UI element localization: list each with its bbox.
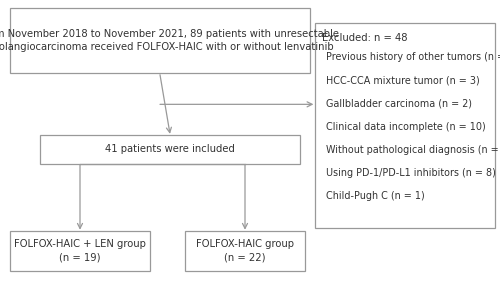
Text: From November 2018 to November 2021, 89 patients with unresectable
cholangiocarc: From November 2018 to November 2021, 89 … [0, 29, 340, 52]
Bar [10, 8, 310, 73]
Bar [10, 231, 150, 271]
Text: Gallbladder carcinoma (n = 2): Gallbladder carcinoma (n = 2) [326, 98, 472, 109]
Text: Using PD-1/PD-L1 inhibitors (n = 8): Using PD-1/PD-L1 inhibitors (n = 8) [326, 168, 496, 178]
Text: 41 patients were included: 41 patients were included [105, 144, 235, 155]
Text: Without pathological diagnosis (n = 18): Without pathological diagnosis (n = 18) [326, 145, 500, 155]
Bar [185, 231, 305, 271]
Text: Child-Pugh C (n = 1): Child-Pugh C (n = 1) [326, 191, 425, 201]
Text: Excluded: n = 48: Excluded: n = 48 [322, 33, 407, 43]
Text: Clinical data incomplete (n = 10): Clinical data incomplete (n = 10) [326, 122, 486, 132]
Text: FOLFOX-HAIC group
(n = 22): FOLFOX-HAIC group (n = 22) [196, 239, 294, 263]
Text: HCC-CCA mixture tumor (n = 3): HCC-CCA mixture tumor (n = 3) [326, 75, 480, 85]
Bar [315, 23, 495, 228]
Text: FOLFOX-HAIC + LEN group
(n = 19): FOLFOX-HAIC + LEN group (n = 19) [14, 239, 146, 263]
Bar [40, 135, 300, 164]
Text: Previous history of other tumors (n = 6): Previous history of other tumors (n = 6) [326, 52, 500, 62]
